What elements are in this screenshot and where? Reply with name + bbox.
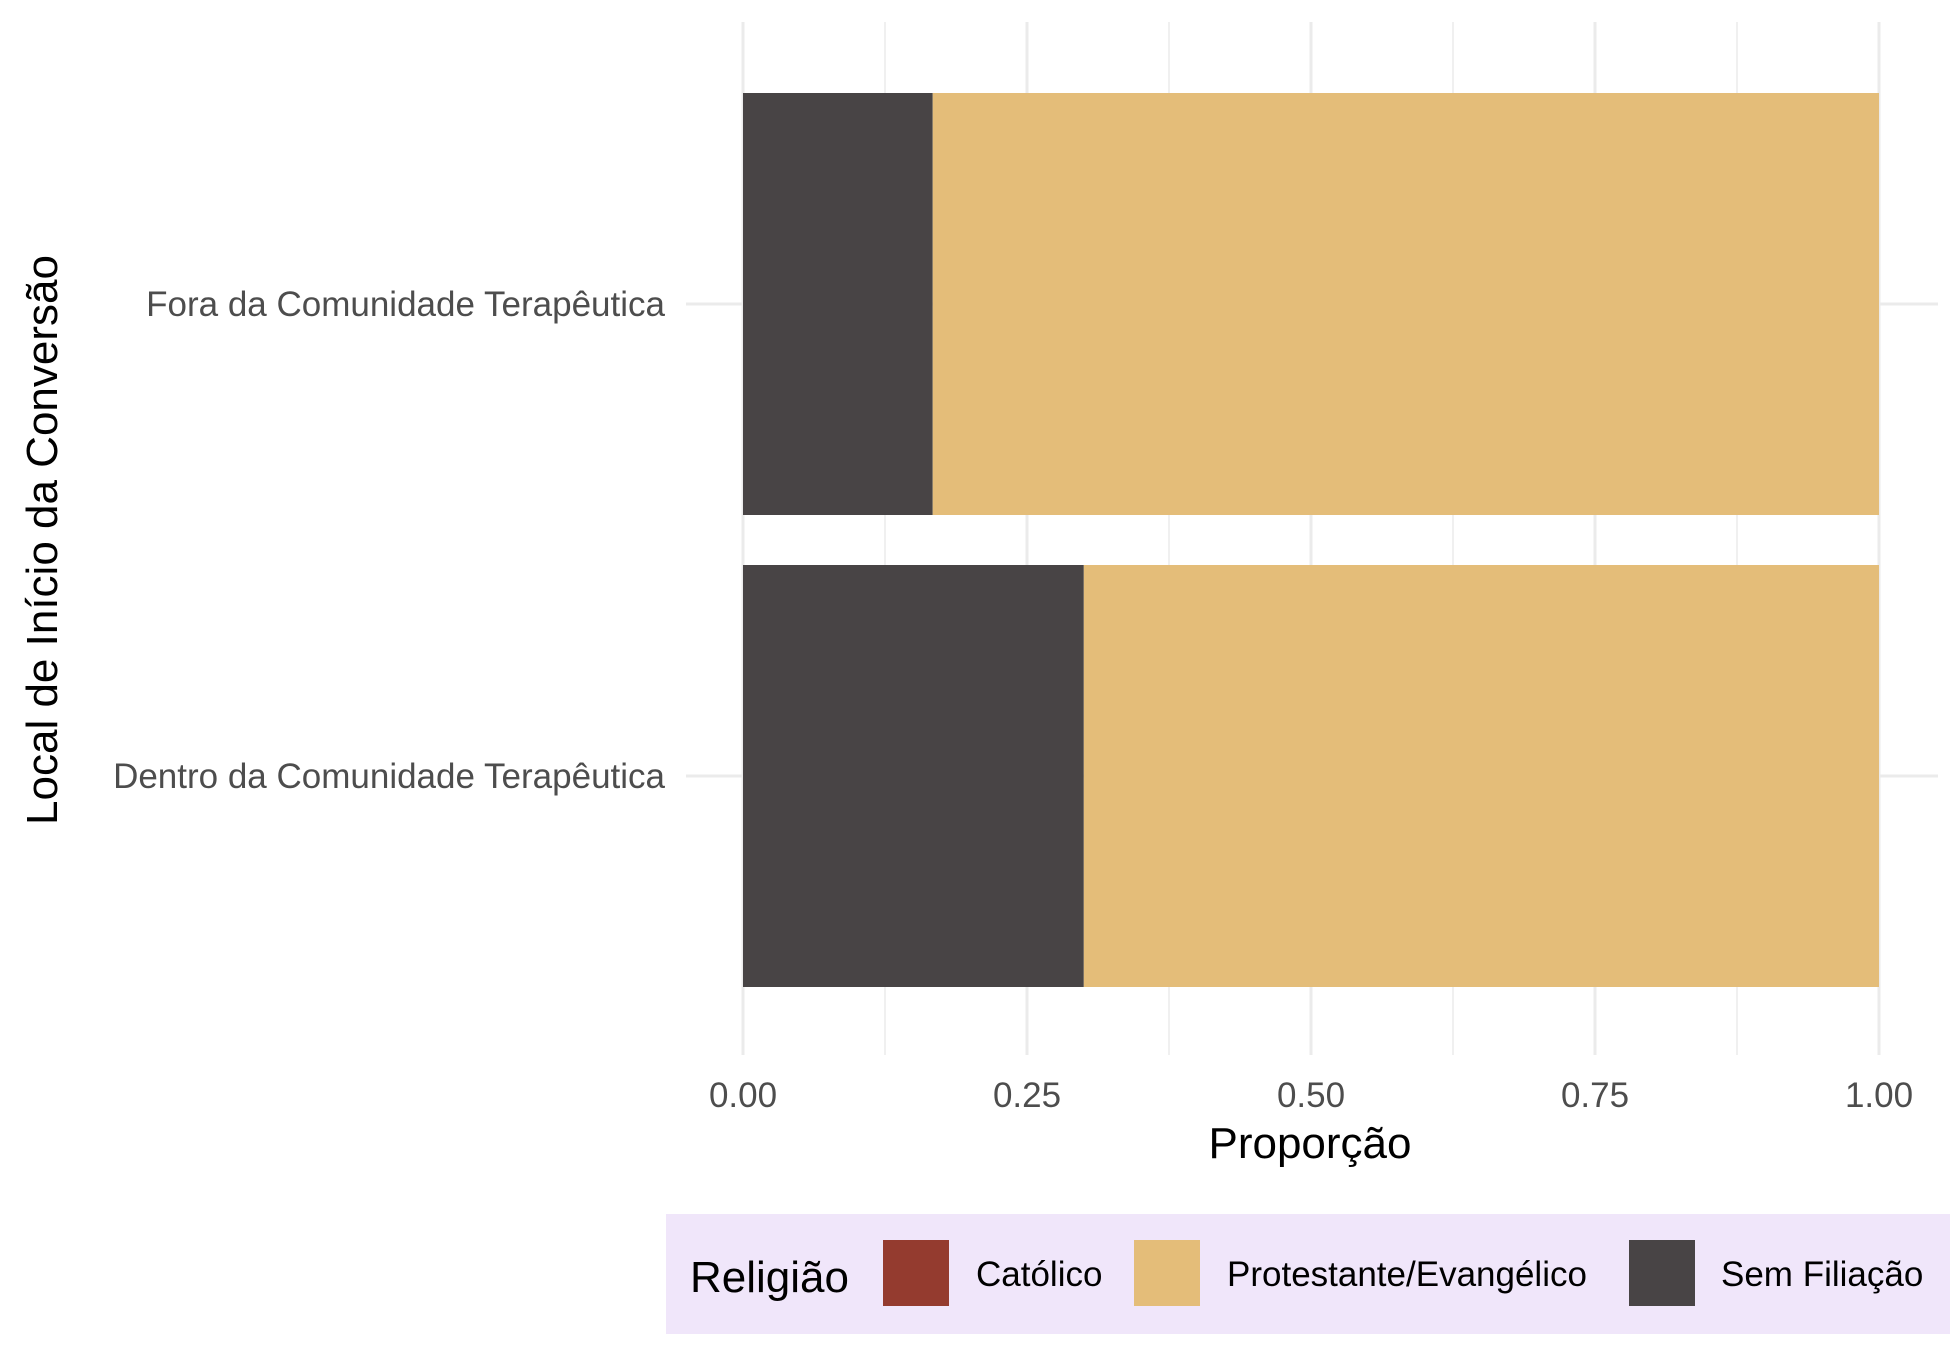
- legend-title: Religião: [690, 1253, 849, 1302]
- x-tick-label: 0.00: [709, 1076, 777, 1115]
- legend-swatch: [1134, 1240, 1200, 1306]
- legend-label: Católico: [976, 1255, 1102, 1294]
- bars: [743, 93, 1879, 987]
- x-tick-label: 0.50: [1277, 1076, 1345, 1115]
- y-axis-title: Local de Início da Conversão: [18, 255, 67, 825]
- legend-swatch: [883, 1240, 949, 1306]
- y-tick-label: Dentro da Comunidade Terapêutica: [113, 757, 665, 796]
- bar-segment: [743, 565, 1084, 987]
- bar-segment: [932, 93, 1879, 515]
- x-tick-label: 1.00: [1845, 1076, 1913, 1115]
- legend-swatch: [1629, 1240, 1695, 1306]
- legend-items: Católico Protestante/Evangélico Sem Filiaç…: [883, 1240, 1923, 1306]
- legend-label: Sem Filiação: [1721, 1255, 1923, 1294]
- bar-segment: [1083, 565, 1879, 987]
- bar-segment: [743, 93, 933, 515]
- x-tick-labels: 0.00 0.25 0.50 0.75 1.00: [709, 1076, 1913, 1115]
- legend-background: [666, 1214, 1950, 1334]
- y-tick-labels: Fora da Comunidade Terapêutica Dentro da …: [113, 285, 665, 796]
- legend-label: Protestante/Evangélico: [1227, 1255, 1587, 1294]
- x-tick-label: 0.25: [993, 1076, 1061, 1115]
- x-axis-title: Proporção: [1208, 1119, 1411, 1168]
- y-tick-label: Fora da Comunidade Terapêutica: [146, 285, 665, 324]
- legend: Religião Católico Protestante/Evangélico S…: [666, 1214, 1950, 1334]
- x-tick-label: 0.75: [1561, 1076, 1629, 1115]
